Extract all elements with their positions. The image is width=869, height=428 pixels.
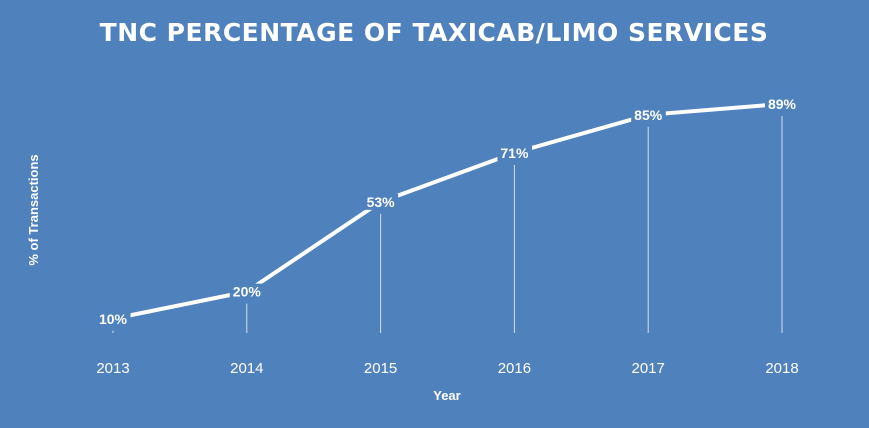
x-tick-label: 2014 — [230, 360, 263, 377]
series-line — [112, 101, 783, 321]
x-tick-label: 2013 — [96, 360, 129, 377]
data-label-background — [631, 106, 666, 123]
data-label-background — [497, 144, 532, 161]
data-label: 20% — [233, 284, 262, 300]
y-axis-label: % of Transactions — [26, 154, 41, 265]
data-label-background — [95, 310, 131, 327]
x-tick-label: 2015 — [364, 360, 397, 377]
data-label-background — [363, 193, 399, 210]
x-tick-label: 2017 — [632, 360, 665, 377]
data-label: 85% — [634, 107, 663, 123]
x-tick-label: 2016 — [498, 360, 531, 377]
data-label: 10% — [99, 311, 128, 327]
chart-title: TNC PERCENTAGE OF TAXICAB/LIMO SERVICES — [100, 18, 769, 47]
data-label: 53% — [367, 194, 396, 210]
data-label: 71% — [500, 145, 529, 161]
x-tick-label: 2018 — [765, 360, 798, 377]
data-label-background — [229, 283, 265, 300]
data-label-background — [764, 95, 800, 112]
data-label: 89% — [768, 96, 797, 112]
x-axis-label: Year — [433, 388, 460, 403]
